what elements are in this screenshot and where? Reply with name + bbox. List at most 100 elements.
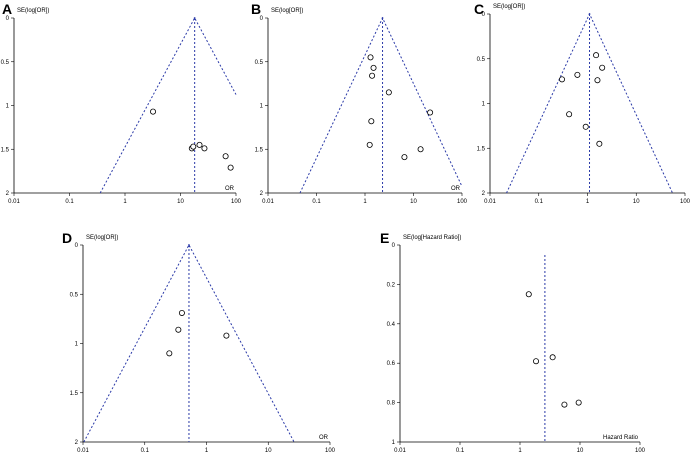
study-point-e: [549, 354, 556, 361]
panel-letter-d: D: [62, 230, 72, 246]
x-tick-label-a: 1: [123, 199, 127, 205]
panel-letter-a: A: [2, 1, 12, 17]
x-tick-label-e: 10: [577, 448, 584, 454]
y-tick-label-c: 1: [482, 102, 486, 108]
y-tick-label-c: 1.5: [477, 146, 486, 152]
x-axis-title-b: OR: [451, 186, 461, 192]
y-tick-label-d: 0.5: [70, 292, 79, 298]
x-tick-label-a: 0.1: [65, 199, 74, 205]
funnel-boundary-d: [83, 243, 295, 443]
y-tick-label-c: 2: [482, 191, 486, 197]
y-tick-label-e: 1: [392, 440, 396, 446]
y-tick-label-e: 0.6: [387, 361, 396, 367]
y-tick-label-c: 0.5: [477, 57, 486, 63]
x-tick-label-e: 1: [518, 448, 522, 454]
y-tick-label-a: 0: [6, 16, 10, 22]
y-tick-label-b: 1: [260, 104, 264, 110]
funnel-plot-b: B SE(log[OR]) OR 0.01 0.1 1 10 100 0 0.5 1 1.5 2: [251, 1, 468, 205]
funnel-plot-c: C SE(log[OR]) 0.01 0.1 1 10 100 0 0.5 1 1.5 2: [474, 1, 691, 205]
x-tick-label-e: 100: [635, 448, 646, 454]
x-tick-label-e: 0.1: [456, 448, 465, 454]
study-point-a: [196, 141, 203, 148]
study-point-e: [575, 399, 582, 406]
x-tick-label-a: 10: [177, 199, 184, 205]
x-tick-label-d: 0.1: [141, 448, 150, 454]
study-point-a: [201, 145, 208, 152]
panel-letter-b: B: [251, 1, 261, 17]
x-tick-label-d: 100: [325, 448, 336, 454]
study-point-c: [599, 64, 606, 71]
study-point-b: [370, 64, 377, 71]
x-tick-label-b: 0.01: [262, 199, 274, 205]
x-axis-title-d: OR: [319, 435, 329, 441]
y-axis-title-a: SE(log[OR]): [17, 8, 49, 14]
y-tick-label-d: 2: [75, 440, 79, 446]
study-point-b: [385, 89, 392, 96]
study-point-d: [175, 326, 182, 333]
study-point-c: [596, 140, 603, 147]
x-tick-label-c: 10: [633, 199, 640, 205]
x-tick-label-b: 1: [363, 199, 367, 205]
y-tick-label-e: 0.2: [387, 282, 396, 288]
y-tick-label-b: 1.5: [255, 147, 264, 153]
y-axis-title-e: SE(log[Hazard Ratio]): [403, 235, 461, 241]
x-tick-label-a: 100: [231, 199, 242, 205]
study-point-c: [582, 123, 589, 130]
study-point-b: [367, 54, 374, 61]
y-tick-label-d: 0: [75, 243, 79, 249]
funnel-plot-a: A SE(log[OR]) OR 0.01 0.1 1 10 100 0 0.5 1 1.5 2: [1, 1, 242, 205]
study-point-e: [533, 358, 540, 365]
y-tick-label-a: 1: [6, 104, 10, 110]
panel-letter-c: C: [474, 1, 484, 17]
funnel-boundary-b: [299, 16, 463, 194]
x-tick-label-c: 100: [680, 199, 691, 205]
x-axis-title-a: OR: [225, 186, 235, 192]
x-tick-label-d: 1: [205, 448, 209, 454]
y-axis-title-b: SE(log[OR]): [271, 8, 303, 14]
y-tick-label-a: 1.5: [1, 147, 10, 153]
study-point-a: [190, 143, 197, 150]
x-tick-label-c: 0.1: [535, 199, 544, 205]
x-tick-label-c: 0.01: [484, 199, 496, 205]
y-tick-label-e: 0: [392, 243, 396, 249]
y-tick-label-b: 0.5: [255, 60, 264, 66]
x-tick-label-b: 10: [410, 199, 417, 205]
study-point-d: [223, 332, 230, 339]
study-point-b: [366, 141, 373, 148]
y-axis-title-d: SE(log[OR]): [86, 235, 118, 241]
panel-letter-e: E: [380, 230, 389, 246]
study-point-a: [150, 108, 157, 115]
x-tick-label-c: 1: [586, 199, 590, 205]
funnel-plot-e: E SE(log[Hazard Ratio]) Hazard Ratio 0.01 0.…: [380, 230, 646, 454]
y-tick-label-c: 0: [482, 12, 486, 18]
study-point-d: [166, 350, 173, 357]
funnel-plot-d: D SE(log[OR]) OR 0.01 0.1 1 10 100 0 0.5 1 1.5 2: [62, 230, 336, 454]
y-tick-label-a: 0.5: [1, 60, 10, 66]
y-tick-label-d: 1: [75, 342, 79, 348]
funnel-boundary-a: [99, 16, 237, 194]
study-point-e: [561, 401, 568, 408]
x-tick-label-a: 0.01: [8, 199, 20, 205]
study-point-c: [566, 111, 573, 118]
study-point-c: [559, 76, 566, 83]
y-tick-label-d: 1.5: [70, 391, 79, 397]
x-tick-label-d: 10: [265, 448, 272, 454]
y-tick-label-e: 0.8: [387, 401, 396, 407]
study-point-b: [427, 109, 434, 116]
x-tick-label-d: 0.01: [77, 448, 89, 454]
y-tick-label-b: 0: [260, 16, 264, 22]
y-axis-title-c: SE(log[OR]): [493, 4, 525, 10]
y-tick-label-b: 2: [260, 191, 264, 197]
study-point-b: [368, 118, 375, 125]
study-point-a: [227, 164, 234, 171]
study-point-d: [178, 309, 185, 316]
x-tick-label-e: 0.01: [394, 448, 406, 454]
study-point-b: [417, 146, 424, 153]
x-axis-title-e: Hazard Ratio: [603, 435, 639, 441]
study-point-b: [369, 72, 376, 79]
x-tick-label-b: 0.1: [312, 199, 321, 205]
y-tick-label-a: 2: [6, 191, 10, 197]
study-point-e: [525, 291, 532, 298]
y-tick-label-e: 0.4: [387, 322, 396, 328]
